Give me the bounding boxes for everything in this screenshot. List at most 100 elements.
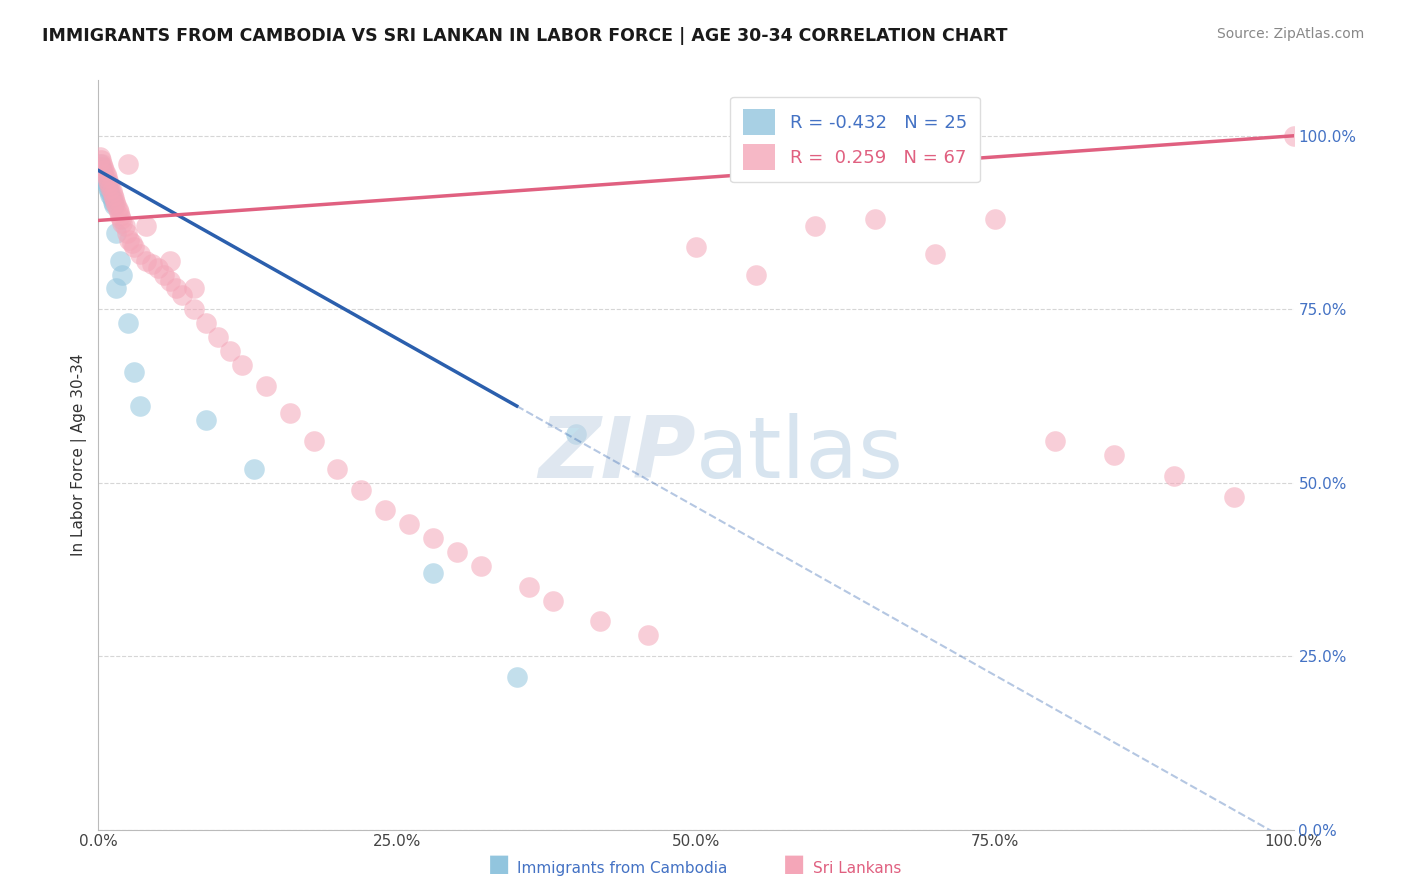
Point — [121, 236, 143, 251]
Point — [1282, 128, 1305, 143]
Point — [89, 150, 111, 164]
Point — [94, 174, 117, 188]
Point — [374, 503, 396, 517]
Point — [108, 253, 131, 268]
Point — [195, 316, 218, 330]
Point — [153, 268, 176, 282]
Point — [98, 181, 122, 195]
Point — [1223, 490, 1246, 504]
Point — [350, 483, 373, 497]
Point — [326, 462, 349, 476]
Point — [93, 163, 115, 178]
Point — [96, 178, 118, 192]
Point — [91, 160, 114, 174]
Point — [541, 593, 564, 607]
Point — [104, 194, 127, 209]
Text: ■: ■ — [783, 852, 806, 876]
Point — [159, 275, 181, 289]
Point — [129, 400, 152, 414]
Point — [207, 330, 229, 344]
Point — [107, 205, 129, 219]
Point — [89, 156, 111, 170]
Point — [105, 281, 128, 295]
Text: ZIP: ZIP — [538, 413, 696, 497]
Point — [517, 580, 540, 594]
Point — [183, 281, 205, 295]
Point — [101, 187, 124, 202]
Point — [97, 181, 120, 195]
Point — [172, 288, 194, 302]
Point — [278, 406, 301, 420]
Point — [108, 209, 131, 223]
Point — [195, 413, 218, 427]
Point — [565, 427, 588, 442]
Point — [94, 167, 117, 181]
Point — [111, 268, 134, 282]
Point — [422, 531, 444, 545]
Point — [231, 358, 253, 372]
Point — [422, 566, 444, 580]
Point — [105, 226, 128, 240]
Legend: R = -0.432   N = 25, R =  0.259   N = 67: R = -0.432 N = 25, R = 0.259 N = 67 — [730, 97, 980, 182]
Point — [98, 187, 122, 202]
Point — [124, 240, 146, 254]
Point — [135, 219, 157, 233]
Point — [183, 302, 205, 317]
Point — [97, 174, 120, 188]
Point — [100, 191, 122, 205]
Point — [98, 178, 121, 192]
Point — [90, 153, 112, 167]
Point — [1043, 434, 1066, 448]
Point — [141, 257, 163, 271]
Text: Immigrants from Cambodia: Immigrants from Cambodia — [517, 861, 728, 876]
Point — [148, 260, 170, 275]
Point — [98, 184, 121, 198]
Point — [804, 219, 827, 233]
Point — [446, 545, 468, 559]
Point — [103, 191, 125, 205]
Point — [129, 246, 152, 260]
Point — [470, 558, 492, 573]
Point — [91, 163, 114, 178]
Point — [165, 281, 187, 295]
Point — [302, 434, 325, 448]
Point — [96, 170, 118, 185]
Point — [100, 184, 122, 198]
Point — [159, 253, 181, 268]
Point — [115, 226, 138, 240]
Text: atlas: atlas — [696, 413, 904, 497]
Point — [111, 215, 134, 229]
Point — [984, 212, 1007, 227]
Point — [110, 212, 132, 227]
Point — [135, 253, 157, 268]
Point — [90, 160, 112, 174]
Point — [1163, 468, 1185, 483]
Point — [103, 198, 125, 212]
Text: Source: ZipAtlas.com: Source: ZipAtlas.com — [1216, 27, 1364, 41]
Point — [107, 202, 129, 216]
Point — [117, 316, 139, 330]
Point — [114, 219, 136, 233]
Point — [506, 670, 529, 684]
Point — [118, 233, 141, 247]
Point — [685, 240, 707, 254]
Point — [589, 615, 612, 629]
Text: Sri Lankans: Sri Lankans — [813, 861, 901, 876]
Point — [924, 246, 946, 260]
Point — [219, 343, 242, 358]
Point — [637, 628, 659, 642]
Point — [101, 194, 124, 209]
Text: IMMIGRANTS FROM CAMBODIA VS SRI LANKAN IN LABOR FORCE | AGE 30-34 CORRELATION CH: IMMIGRANTS FROM CAMBODIA VS SRI LANKAN I… — [42, 27, 1008, 45]
Point — [124, 365, 146, 379]
Point — [745, 268, 768, 282]
Point — [91, 167, 114, 181]
Point — [1104, 448, 1126, 462]
Y-axis label: In Labor Force | Age 30-34: In Labor Force | Age 30-34 — [72, 353, 87, 557]
Point — [254, 378, 277, 392]
Point — [93, 170, 115, 185]
Text: ■: ■ — [488, 852, 510, 876]
Point — [117, 156, 139, 170]
Point — [91, 156, 114, 170]
Point — [243, 462, 266, 476]
Point — [398, 517, 420, 532]
